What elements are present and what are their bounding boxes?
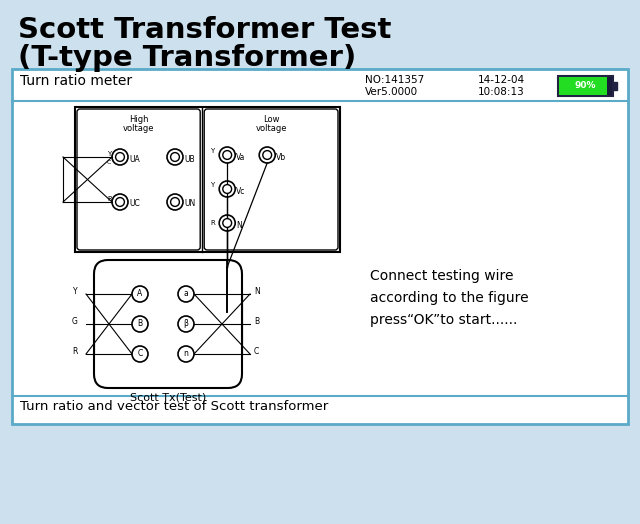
Circle shape <box>132 316 148 332</box>
Text: C: C <box>138 350 143 358</box>
Circle shape <box>167 194 183 210</box>
Text: β: β <box>184 320 188 329</box>
Text: Scott Tx(Test): Scott Tx(Test) <box>130 392 206 402</box>
Text: A: A <box>138 289 143 299</box>
Text: Connect testing wire: Connect testing wire <box>370 269 513 283</box>
Text: B: B <box>138 320 143 329</box>
Text: G: G <box>72 318 78 326</box>
FancyBboxPatch shape <box>613 82 617 90</box>
Circle shape <box>171 152 179 161</box>
Circle shape <box>178 316 194 332</box>
Circle shape <box>219 181 236 197</box>
Text: n: n <box>184 350 188 358</box>
Text: according to the figure: according to the figure <box>370 291 529 305</box>
Text: Y: Y <box>107 151 111 157</box>
Text: Scott Transformer Test: Scott Transformer Test <box>18 16 392 44</box>
Circle shape <box>132 346 148 362</box>
Circle shape <box>167 149 183 165</box>
Text: voltage: voltage <box>123 124 154 133</box>
Circle shape <box>132 286 148 302</box>
Text: C: C <box>107 159 111 165</box>
FancyBboxPatch shape <box>204 109 338 250</box>
Circle shape <box>223 150 232 159</box>
Circle shape <box>263 150 271 159</box>
Text: High: High <box>129 115 148 124</box>
Text: UA: UA <box>129 155 140 163</box>
FancyBboxPatch shape <box>558 76 613 96</box>
Text: NO:141357: NO:141357 <box>365 75 424 85</box>
Text: Vc: Vc <box>236 187 246 195</box>
Text: N: N <box>254 288 260 297</box>
Text: (T-type Transformer): (T-type Transformer) <box>18 44 356 72</box>
FancyBboxPatch shape <box>559 77 607 95</box>
Text: 90%: 90% <box>575 82 596 91</box>
Circle shape <box>259 147 275 163</box>
Text: a: a <box>184 289 188 299</box>
Text: Y: Y <box>74 288 78 297</box>
Circle shape <box>223 219 232 227</box>
Circle shape <box>116 198 124 206</box>
Text: Turn ratio meter: Turn ratio meter <box>20 74 132 88</box>
Text: R: R <box>210 220 215 226</box>
Text: B: B <box>254 318 259 326</box>
Text: voltage: voltage <box>255 124 287 133</box>
Text: UB: UB <box>184 155 195 163</box>
Circle shape <box>178 286 194 302</box>
FancyBboxPatch shape <box>77 109 200 250</box>
Text: press“OK”to start......: press“OK”to start...... <box>370 313 517 327</box>
Circle shape <box>223 184 232 193</box>
Text: R: R <box>107 196 112 202</box>
Text: Y: Y <box>210 148 214 154</box>
Text: N: N <box>236 221 242 230</box>
FancyBboxPatch shape <box>75 107 340 252</box>
Text: 14-12-04: 14-12-04 <box>478 75 525 85</box>
Text: R: R <box>72 347 78 356</box>
Text: UN: UN <box>184 200 195 209</box>
Circle shape <box>219 147 236 163</box>
Circle shape <box>112 194 128 210</box>
FancyBboxPatch shape <box>12 69 628 424</box>
Text: Va: Va <box>236 152 246 161</box>
Text: UC: UC <box>129 200 140 209</box>
Text: Low: Low <box>263 115 279 124</box>
Circle shape <box>178 346 194 362</box>
Text: C: C <box>254 347 259 356</box>
Circle shape <box>171 198 179 206</box>
Circle shape <box>219 215 236 231</box>
Circle shape <box>112 149 128 165</box>
Text: 10:08:13: 10:08:13 <box>478 87 525 97</box>
Text: Turn ratio and vector test of Scott transformer: Turn ratio and vector test of Scott tran… <box>20 400 328 413</box>
FancyBboxPatch shape <box>94 260 242 388</box>
Text: Vb: Vb <box>276 152 286 161</box>
Text: Ver5.0000: Ver5.0000 <box>365 87 418 97</box>
Circle shape <box>116 152 124 161</box>
Text: Y: Y <box>210 182 214 188</box>
